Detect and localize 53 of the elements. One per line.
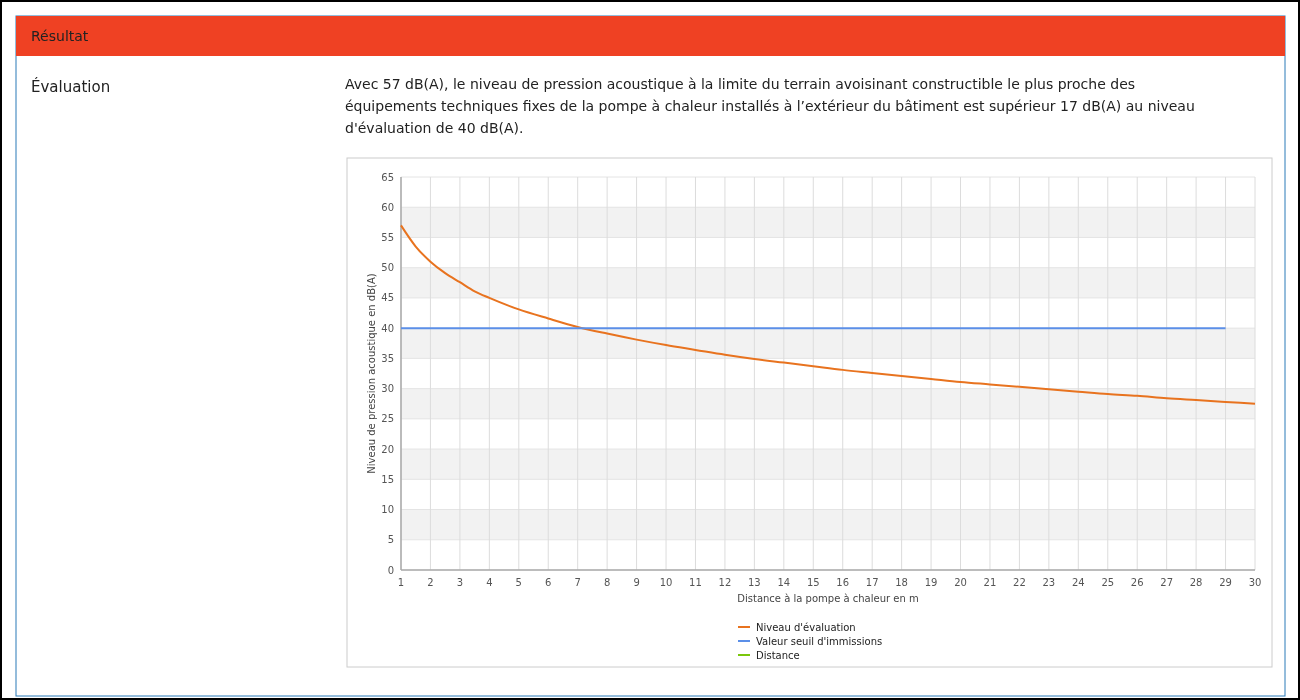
x-tick-label: 18 [895,577,908,588]
x-tick-label: 11 [689,577,702,588]
x-tick-label: 28 [1189,577,1203,588]
x-tick-label: 6 [545,577,552,588]
x-tick-label: 15 [806,577,820,588]
x-tick-label: 22 [1013,577,1026,588]
x-tick-label: 21 [983,577,997,588]
y-tick-label: 55 [381,231,394,243]
y-tick-label: 35 [381,352,394,364]
y-tick-label: 20 [381,443,394,455]
legend-label: Valeur seuil d'immissions [756,635,883,647]
x-tick-label: 4 [486,577,493,588]
x-tick-label: 26 [1130,577,1144,588]
y-tick-label: 10 [381,504,394,516]
text: Avec 57 dB(A), le niveau de pression acoustique à la limite du terrain avoisinant constructible le plus proche des équipements techniques fixes de la pompe à chaleur installés à l’extérieur du bâtiment est supérieur 17 dB(A) au niveau d'évaluation de 40 dB(A). [345,76,1195,136]
x-tick-label: 24 [1071,577,1085,588]
x-tick-label: 16 [836,577,850,588]
y-tick-label: 30 [381,383,394,395]
x-tick-label: 1 [397,577,405,588]
x-tick-label: 20 [954,577,967,588]
x-tick-label: 13 [748,577,761,588]
y-tick-label: 50 [381,262,394,274]
x-tick-label: 27 [1160,577,1174,588]
line-series [400,224,1256,405]
x-tick-label: 29 [1219,577,1232,588]
x-tick-label: 5 [515,577,522,588]
x-tick-label: 9 [633,577,640,588]
x-tick-label: 7 [574,577,581,588]
y-tick-label: 5 [387,534,394,546]
x-tick-label: 19 [924,577,938,588]
y-tick-label: 65 [381,171,394,183]
legend-label: Niveau d'évaluation [756,621,856,633]
x-tick-label: 3 [456,577,464,588]
x-tick-label: 12 [718,577,732,588]
y-tick-label: 15 [381,473,394,485]
x-tick-label: 25 [1101,577,1115,588]
text: Évaluation [31,77,111,96]
y-tick-label: 45 [381,292,394,304]
y-tick-label: 0 [387,564,394,576]
x-tick-label: 14 [777,577,791,588]
x-tick-label: 2 [427,577,434,588]
y-tick-label: 25 [381,413,394,425]
text: Résultat [31,28,89,44]
x-tick-label: 8 [603,577,611,588]
x-tick-label: 10 [659,577,673,588]
legend-label: Distance [756,649,800,661]
y-axis-title: Niveau de pression acoustique en dB(A) [366,273,377,474]
x-tick-label: 17 [865,577,879,588]
x-tick-label: 23 [1042,577,1056,588]
y-tick-label: 40 [381,322,394,334]
y-tick-label: 60 [381,201,394,213]
x-tick-label: 30 [1248,577,1262,588]
x-axis-title: Distance à la pompe à chaleur en m [737,593,919,604]
